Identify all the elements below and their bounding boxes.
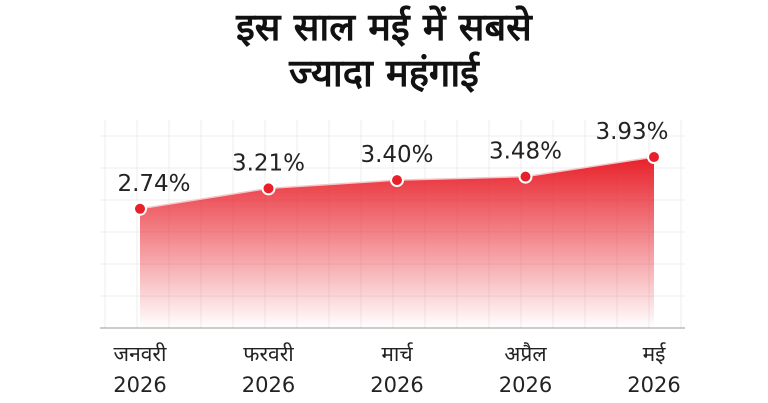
value-label: 3.21%	[232, 150, 305, 176]
point	[133, 201, 147, 216]
value-label: 3.40%	[360, 142, 433, 168]
area	[140, 157, 654, 328]
x-tick-label: मार्च 2026	[370, 342, 424, 397]
x-tick-label: जनवरी 2026	[113, 342, 167, 397]
x-tick-label: फरवरी 2026	[241, 342, 296, 397]
x-tick-label: अप्रैल 2026	[498, 342, 553, 397]
point	[647, 150, 661, 165]
chart-title: इस साल मई में सबसे ज्यादा महंगाई	[236, 5, 532, 95]
point	[261, 181, 276, 196]
value-label: 3.48%	[489, 139, 562, 165]
value-label: 2.74%	[117, 171, 190, 197]
x-tick-label: मई 2026	[627, 342, 681, 397]
point	[390, 173, 404, 188]
point	[518, 169, 533, 184]
value-label: 3.93%	[595, 119, 668, 145]
